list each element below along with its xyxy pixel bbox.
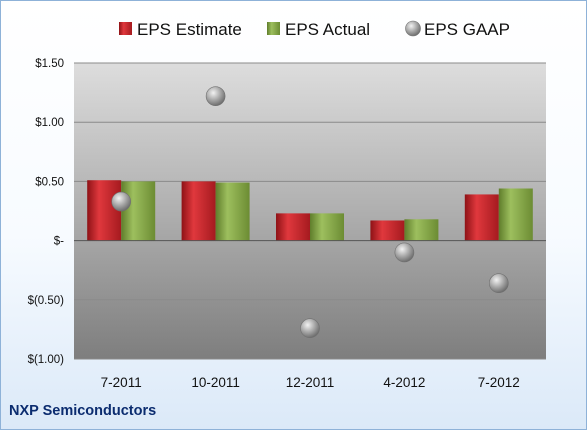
y-tick-label: $- xyxy=(54,236,64,248)
eps-gaap-marker xyxy=(111,191,131,212)
y-tick-label: $1.50 xyxy=(35,58,64,70)
eps-estimate-bar xyxy=(464,194,499,241)
legend-label: EPS Estimate xyxy=(137,20,242,39)
x-category-label: 7-2011 xyxy=(101,375,142,390)
eps-actual-bar xyxy=(404,219,439,241)
eps-actual-bar xyxy=(215,182,250,241)
eps-gaap-marker xyxy=(300,318,320,339)
x-category-label: 10-2011 xyxy=(191,375,240,390)
eps-actual-legend-icon xyxy=(267,22,280,35)
eps-estimate-bar xyxy=(87,180,122,241)
eps-gaap-marker xyxy=(394,242,415,263)
legend: EPS Estimate EPS Actual EPS GAAP xyxy=(119,20,510,39)
eps-actual-bar xyxy=(121,181,156,241)
eps-estimate-bar xyxy=(276,213,310,241)
y-tick-label: $1.00 xyxy=(35,117,64,129)
x-category-label: 7-2012 xyxy=(478,375,520,390)
y-axis-ticks: $1.50 $1.00 $0.50 $- $(0.50) $(1.00) xyxy=(28,58,65,366)
eps-gaap-marker xyxy=(205,86,226,106)
x-category-label: 4-2012 xyxy=(383,375,425,390)
x-axis-categories: 7-2011 10-2011 12-2011 4-2012 7-2012 xyxy=(101,375,520,390)
y-tick-label: $(1.00) xyxy=(28,354,65,366)
eps-actual-bar xyxy=(310,213,344,241)
x-category-label: 12-2011 xyxy=(286,375,335,390)
legend-label: EPS Actual xyxy=(285,20,370,39)
eps-actual-bar xyxy=(498,188,533,241)
company-name: NXP Semiconductors xyxy=(9,403,157,419)
bars xyxy=(87,180,533,241)
eps-gaap-marker xyxy=(488,273,509,294)
eps-estimate-legend-icon xyxy=(119,22,132,35)
eps-estimate-bar xyxy=(370,220,405,241)
y-tick-label: $(0.50) xyxy=(28,295,65,307)
gaap-markers xyxy=(111,86,509,339)
eps-estimate-bar xyxy=(181,181,216,241)
eps-gaap-legend-icon xyxy=(405,20,421,37)
y-tick-label: $0.50 xyxy=(35,176,64,188)
legend-label: EPS GAAP xyxy=(424,20,510,39)
